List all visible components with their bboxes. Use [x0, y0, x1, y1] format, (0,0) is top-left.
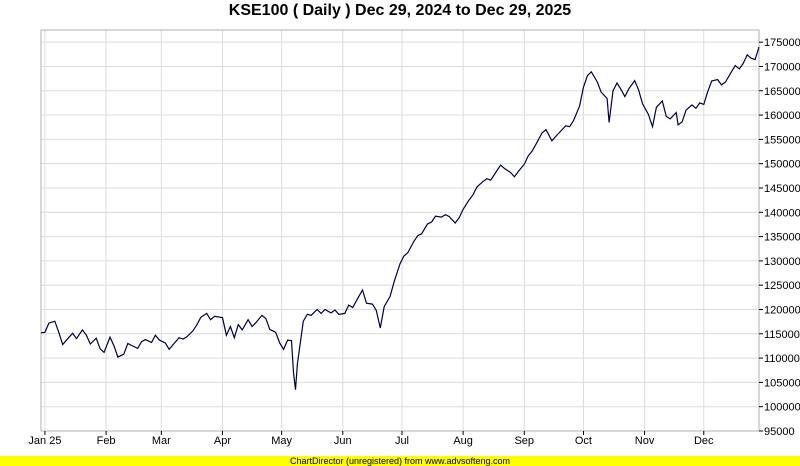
y-tick-label: 145000 [764, 183, 800, 195]
y-tick-label: 130000 [764, 256, 800, 268]
y-tick-label: 160000 [764, 110, 800, 122]
y-tick-label: 170000 [764, 61, 800, 73]
x-tick-label: Feb [97, 435, 116, 447]
chart-title: KSE100 ( Daily ) Dec 29, 2024 to Dec 29,… [228, 2, 572, 19]
y-tick-label: 105000 [764, 377, 800, 389]
y-tick-label: 150000 [764, 159, 800, 171]
y-tick-label: 175000 [764, 37, 800, 49]
plot-area [40, 29, 760, 432]
line-chart: Jan 25 Feb Mar Apr May Jun Jul Aug Sep Oct Nov Dec … [28, 29, 800, 447]
x-tick-label: Jul [395, 435, 409, 447]
y-tick-label: 115000 [764, 329, 800, 341]
y-tick-label: 120000 [764, 304, 800, 316]
x-tick-label: Apr [214, 435, 231, 447]
y-axis: 95000 100000 105000 110000 115000 120000 12500… [759, 37, 800, 438]
x-tick-label: Aug [453, 435, 473, 447]
kse100-series-line [40, 46, 760, 390]
y-tick-label: 165000 [764, 86, 800, 98]
y-tick-label: 95000 [764, 426, 795, 438]
y-tick-label: 125000 [764, 280, 800, 292]
y-tick-label: 135000 [764, 232, 800, 244]
x-tick-label: Jun [334, 435, 352, 447]
x-tick-label: Nov [635, 435, 655, 447]
y-tick-label: 140000 [764, 207, 800, 219]
footer-credit: ChartDirector (unregistered) from www.ad… [0, 456, 800, 466]
gridlines [41, 30, 759, 432]
x-tick-label: Dec [694, 435, 714, 447]
y-tick-label: 155000 [764, 134, 800, 146]
y-tick-label: 100000 [764, 402, 800, 414]
x-tick-label: May [271, 435, 292, 447]
y-tick-label: 110000 [764, 353, 800, 365]
x-tick-label: Jan 25 [28, 435, 61, 447]
x-axis: Jan 25 Feb Mar Apr May Jun Jul Aug Sep Oct Nov Dec [28, 431, 714, 447]
x-tick-label: Oct [575, 435, 592, 447]
x-tick-label: Mar [152, 435, 171, 447]
x-tick-label: Sep [514, 435, 534, 447]
